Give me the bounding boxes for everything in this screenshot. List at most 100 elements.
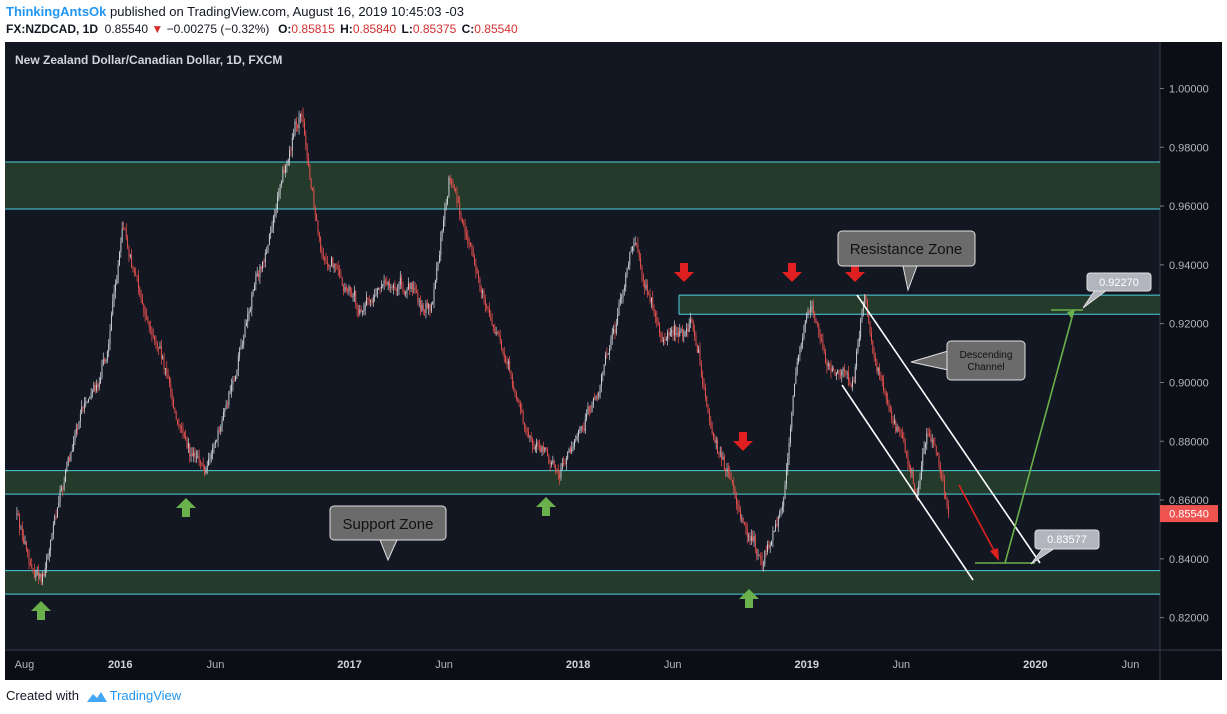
candle-body (804, 320, 806, 326)
candle-body (729, 473, 731, 474)
candle-body (649, 295, 651, 303)
candle-body (131, 255, 133, 268)
red-down-arrow-icon (674, 263, 694, 282)
candle-body (777, 515, 779, 526)
candle-body (322, 254, 324, 257)
candle-body (386, 282, 388, 286)
candle-body (557, 470, 559, 475)
candle-body (61, 488, 62, 491)
candle-body (445, 203, 447, 209)
candle-body (842, 368, 844, 371)
candle-body (737, 503, 739, 508)
candle-body (173, 399, 174, 409)
candle-body (710, 420, 712, 428)
candle-body (272, 216, 274, 227)
candle-body (174, 408, 176, 413)
candle-body (297, 125, 299, 129)
candle-body (848, 372, 849, 381)
candle-body (468, 243, 470, 244)
candle-body (331, 258, 332, 266)
candle-body (618, 302, 620, 315)
candle-body (899, 429, 901, 432)
candle-body (221, 419, 223, 427)
y-tick-label: 0.90000 (1169, 377, 1209, 389)
channel-callout[interactable]: Descending Channel (910, 340, 1026, 381)
candle-body (831, 368, 833, 372)
resistance-callout[interactable]: Resistance Zone (837, 230, 976, 292)
candle-body (607, 353, 609, 355)
candle-body (414, 288, 416, 292)
candle-body (216, 440, 218, 442)
candle-body (200, 462, 201, 463)
author-link[interactable]: ThinkingAntsOk (6, 4, 107, 19)
support-callout[interactable]: Support Zone (329, 505, 447, 562)
candle-body (520, 402, 521, 410)
candle-body (125, 230, 127, 238)
candle-body (943, 480, 945, 493)
candle-body (127, 237, 129, 248)
candle-body (198, 456, 200, 463)
candle-body (224, 409, 226, 412)
candle-body (239, 348, 241, 356)
candle-body (209, 458, 211, 460)
candle-body (800, 344, 802, 348)
candle-body (436, 266, 438, 281)
candle-body (339, 270, 341, 275)
candle-body (140, 292, 142, 300)
candle-body (719, 452, 721, 454)
candle-body (170, 384, 172, 393)
y-tick-label: 0.92000 (1169, 319, 1209, 331)
candle-body (692, 321, 694, 331)
candle-body (143, 304, 145, 312)
price-chart[interactable]: 1.00000 0.98000 0.96000 0.94000 0.92000 0.900… (5, 42, 1222, 680)
candle-body (912, 472, 914, 484)
target-low-callout[interactable]: 0.83577 (1030, 529, 1100, 565)
candle-body (189, 443, 191, 456)
candle-body (598, 393, 600, 397)
candle-body (353, 290, 355, 296)
candle-body (744, 522, 746, 525)
red-down-arrow-icon (845, 263, 865, 282)
candle-body (326, 261, 328, 265)
candle-body (688, 322, 690, 332)
candle-body (634, 243, 636, 245)
zone-band (679, 295, 1160, 315)
candle-body (305, 135, 307, 145)
target-high-callout[interactable]: 0.92270 (1082, 272, 1152, 309)
candle-body (403, 291, 405, 294)
x-tick-label: Jun (664, 659, 682, 671)
candle-body (646, 284, 648, 294)
candle-body (235, 375, 237, 382)
x-tick-label: 2017 (337, 659, 361, 671)
candle-body (119, 252, 120, 265)
candle-body (671, 330, 673, 333)
candle-body (664, 339, 666, 341)
candle-body (101, 365, 103, 378)
candle-body (602, 373, 604, 375)
candle-body (826, 362, 828, 367)
candle-body (433, 288, 435, 303)
candle-body (275, 209, 277, 215)
candle-body (428, 304, 430, 308)
candle-body (780, 510, 782, 513)
candle-body (758, 554, 760, 556)
projection-down-arrowhead (990, 548, 999, 561)
candle-body (891, 410, 893, 419)
candle-body (499, 335, 501, 342)
candle-body (860, 320, 862, 338)
candle-body (530, 435, 532, 439)
candle-body (236, 370, 238, 376)
candle-body (274, 214, 276, 217)
candle-body (378, 287, 380, 289)
candle-body (904, 442, 906, 453)
candle-body (849, 380, 851, 385)
tradingview-brand[interactable]: TradingView (109, 688, 182, 703)
candle-body (926, 433, 928, 445)
green-up-arrow-icon (31, 601, 51, 620)
candle-body (738, 507, 740, 511)
candle-body (355, 290, 357, 304)
candle-body (278, 192, 280, 197)
candle-body (680, 329, 682, 331)
candle-body (491, 319, 493, 325)
candle-body (740, 510, 741, 519)
